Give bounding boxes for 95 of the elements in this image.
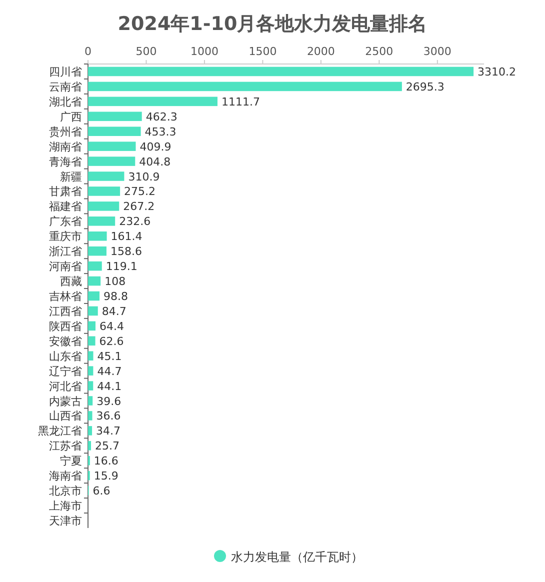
y-tick-label: 安徽省 [49, 334, 82, 348]
data-label: 161.4 [110, 230, 142, 244]
y-tick-label: 吉林省 [49, 290, 82, 303]
bar [88, 96, 218, 106]
bar [88, 231, 107, 241]
bar [88, 276, 101, 286]
data-label: 6.6 [92, 484, 110, 498]
y-tick-label: 江西省 [49, 304, 82, 318]
bar [88, 186, 120, 196]
y-tick-label: 山西省 [49, 410, 82, 423]
y-tick-label: 青海省 [49, 155, 82, 168]
data-label: 453.3 [144, 125, 176, 138]
y-tick-label: 福建省 [49, 200, 82, 214]
y-tick-label: 甘肃省 [49, 185, 82, 198]
bar [88, 291, 100, 301]
data-label: 2695.3 [406, 80, 444, 94]
data-label: 16.6 [94, 454, 118, 468]
data-label: 36.6 [96, 410, 121, 423]
y-tick-label: 辽宁省 [49, 364, 82, 378]
data-label: 3310.2 [478, 65, 516, 78]
y-tick-label: 湖南省 [49, 140, 82, 154]
bar [88, 396, 93, 406]
data-label: 45.1 [97, 350, 122, 363]
data-label: 62.6 [99, 334, 124, 348]
chart-title: 2024年1-10月各地水力发电量排名 [118, 13, 428, 35]
bar [88, 202, 120, 211]
bar [88, 172, 124, 181]
data-label: 158.6 [110, 245, 142, 258]
data-label: 275.2 [124, 185, 156, 198]
bar [88, 441, 91, 450]
y-tick-label: 新疆 [60, 170, 82, 184]
y-tick-label: 河北省 [49, 380, 82, 393]
data-label: 34.7 [96, 424, 121, 438]
y-tick-label: 浙江省 [49, 245, 82, 258]
x-tick-label: 0 [84, 45, 92, 58]
data-label: 15.9 [94, 470, 118, 483]
y-tick-label: 山东省 [49, 350, 82, 363]
y-tick-label: 天津市 [49, 514, 82, 528]
y-tick-label: 云南省 [49, 80, 82, 94]
y-tick-label: 广东省 [49, 215, 82, 228]
data-label: 44.7 [97, 364, 122, 378]
data-label: 84.7 [102, 304, 126, 318]
data-label: 409.9 [140, 140, 172, 154]
bar [88, 82, 402, 92]
bar [88, 321, 96, 331]
y-tick-label: 黑龙江省 [38, 424, 82, 438]
x-tick-label: 1500 [248, 45, 277, 58]
bar [88, 66, 474, 76]
y-tick-label: 北京市 [49, 484, 82, 498]
y-tick-label: 内蒙古 [49, 394, 82, 408]
y-tick-label: 重庆市 [49, 230, 82, 244]
bar [88, 306, 98, 316]
y-tick-label: 陕西省 [49, 320, 82, 333]
y-tick-label: 海南省 [49, 470, 82, 483]
y-tick-label: 上海市 [49, 500, 82, 513]
data-label: 404.8 [139, 155, 171, 168]
bar [88, 351, 94, 361]
y-tick-label: 西藏 [60, 275, 82, 288]
y-tick-label: 贵州省 [49, 125, 82, 138]
data-label: 119.1 [106, 260, 138, 274]
bar [88, 381, 94, 390]
y-tick-label: 广西 [60, 110, 82, 124]
y-tick-label: 宁夏 [60, 454, 82, 468]
data-label: 1111.7 [221, 95, 260, 108]
y-tick-label: 河南省 [49, 260, 82, 274]
bar [88, 126, 141, 136]
data-label: 267.2 [123, 200, 155, 214]
data-label: 310.9 [128, 170, 160, 184]
data-label: 39.6 [96, 394, 122, 408]
y-tick-label: 湖北省 [49, 95, 82, 108]
x-tick-label: 2500 [365, 45, 394, 58]
y-tick-label: 四川省 [49, 65, 82, 78]
data-label: 25.7 [94, 440, 120, 453]
bar [88, 156, 136, 166]
bar [88, 142, 136, 151]
data-label: 462.3 [146, 110, 178, 124]
data-label: 64.4 [100, 320, 124, 333]
data-label: 108 [104, 275, 126, 288]
y-tick-label: 江苏省 [49, 440, 82, 453]
x-tick-label: 500 [136, 45, 157, 58]
legend-label: 水力发电量（亿千瓦时） [231, 550, 363, 564]
bar [88, 411, 92, 420]
data-label: 98.8 [104, 290, 128, 303]
bar [88, 112, 142, 122]
data-label: 232.6 [119, 215, 151, 228]
bar [88, 216, 116, 226]
data-label: 44.1 [97, 380, 122, 393]
bar [88, 366, 94, 376]
x-tick-label: 2000 [306, 45, 335, 58]
bar [88, 261, 102, 271]
x-tick-label: 3000 [423, 45, 452, 58]
bar [88, 246, 106, 256]
bar [88, 426, 92, 436]
bar [88, 336, 96, 346]
x-tick-label: 1000 [190, 45, 218, 58]
